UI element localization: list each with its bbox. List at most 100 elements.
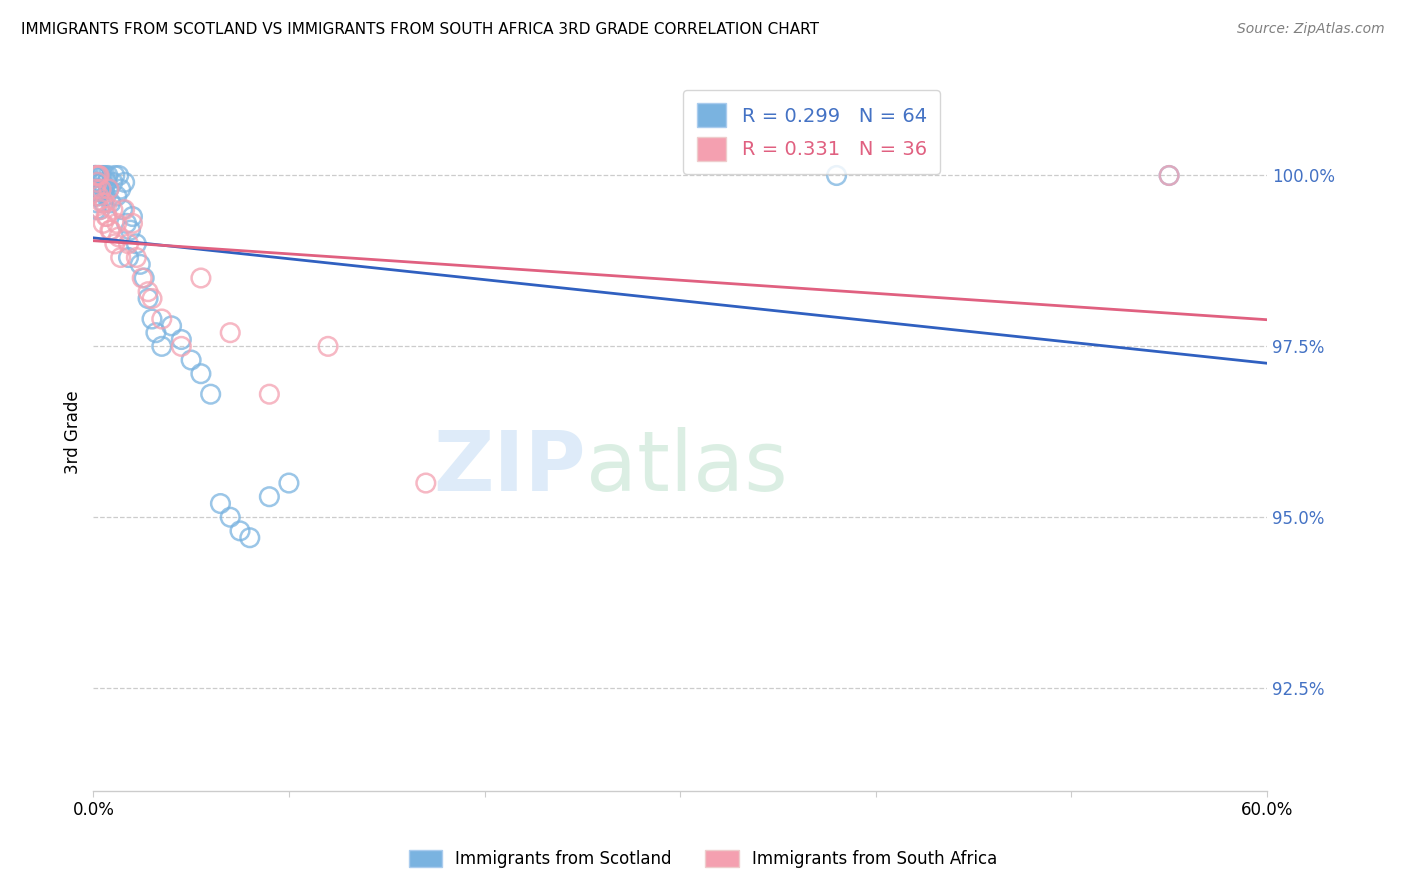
Point: [98, 182, 121, 196]
Point: [87, 169, 110, 183]
Point: [86, 169, 108, 183]
Point: [84, 169, 107, 183]
Text: ZIP: ZIP: [433, 427, 586, 508]
Point: [91, 216, 114, 230]
Point: [83, 182, 105, 196]
Point: [104, 236, 127, 251]
Text: IMMIGRANTS FROM SCOTLAND VS IMMIGRANTS FROM SOUTH AFRICA 3RD GRADE CORRELATION C: IMMIGRANTS FROM SCOTLAND VS IMMIGRANTS F…: [21, 22, 820, 37]
Point: [83, 169, 105, 183]
Point: [120, 223, 142, 237]
Point: [190, 367, 212, 381]
Legend: Immigrants from Scotland, Immigrants from South Africa: Immigrants from Scotland, Immigrants fro…: [402, 843, 1004, 875]
Point: [415, 476, 437, 491]
Point: [93, 195, 115, 210]
Point: [89, 182, 111, 196]
Point: [94, 169, 117, 183]
Point: [94, 189, 117, 203]
Point: [131, 271, 153, 285]
Point: [150, 312, 173, 326]
Point: [150, 339, 173, 353]
Point: [101, 175, 124, 189]
Point: [825, 169, 848, 183]
Point: [105, 216, 128, 230]
Point: [115, 216, 138, 230]
Point: [114, 175, 136, 189]
Point: [84, 189, 107, 203]
Point: [121, 216, 143, 230]
Point: [229, 524, 252, 538]
Point: [117, 251, 139, 265]
Point: [90, 182, 112, 196]
Point: [94, 210, 117, 224]
Text: atlas: atlas: [586, 427, 787, 508]
Point: [84, 169, 107, 183]
Point: [190, 271, 212, 285]
Point: [89, 202, 111, 217]
Point: [96, 210, 118, 224]
Point: [141, 292, 163, 306]
Legend: R = 0.299   N = 64, R = 0.331   N = 36: R = 0.299 N = 64, R = 0.331 N = 36: [683, 90, 941, 174]
Point: [110, 182, 132, 196]
Point: [121, 210, 143, 224]
Point: [170, 339, 193, 353]
Point: [100, 223, 122, 237]
Point: [110, 251, 132, 265]
Point: [91, 169, 114, 183]
Point: [141, 312, 163, 326]
Point: [84, 169, 107, 183]
Point: [239, 531, 262, 545]
Point: [105, 189, 128, 203]
Point: [125, 251, 148, 265]
Point: [84, 202, 107, 217]
Point: [89, 169, 111, 183]
Point: [316, 339, 339, 353]
Point: [93, 182, 115, 196]
Y-axis label: 3rd Grade: 3rd Grade: [65, 390, 82, 474]
Point: [94, 195, 117, 210]
Point: [1159, 169, 1181, 183]
Point: [87, 182, 110, 196]
Point: [86, 169, 108, 183]
Point: [180, 353, 202, 368]
Point: [84, 182, 107, 196]
Point: [170, 333, 193, 347]
Point: [97, 169, 120, 183]
Point: [101, 202, 124, 217]
Point: [145, 326, 167, 340]
Point: [87, 169, 110, 183]
Point: [89, 169, 111, 183]
Point: [84, 182, 107, 196]
Point: [86, 189, 108, 203]
Point: [98, 223, 121, 237]
Point: [129, 257, 152, 271]
Point: [259, 387, 281, 401]
Point: [89, 202, 111, 217]
Point: [219, 510, 242, 524]
Point: [114, 202, 136, 217]
Point: [104, 169, 127, 183]
Point: [200, 387, 222, 401]
Point: [98, 182, 121, 196]
Point: [117, 236, 139, 251]
Point: [86, 175, 108, 189]
Point: [86, 182, 108, 196]
Point: [84, 175, 107, 189]
Point: [87, 189, 110, 203]
Point: [125, 236, 148, 251]
Point: [136, 292, 159, 306]
Point: [86, 195, 108, 210]
Point: [100, 195, 122, 210]
Point: [86, 175, 108, 189]
Point: [219, 326, 242, 340]
Point: [83, 175, 105, 189]
Point: [96, 175, 118, 189]
Point: [136, 285, 159, 299]
Point: [134, 271, 156, 285]
Point: [277, 476, 299, 491]
Point: [107, 230, 129, 244]
Point: [111, 202, 134, 217]
Point: [90, 169, 112, 183]
Point: [107, 169, 129, 183]
Text: Source: ZipAtlas.com: Source: ZipAtlas.com: [1237, 22, 1385, 37]
Point: [209, 497, 232, 511]
